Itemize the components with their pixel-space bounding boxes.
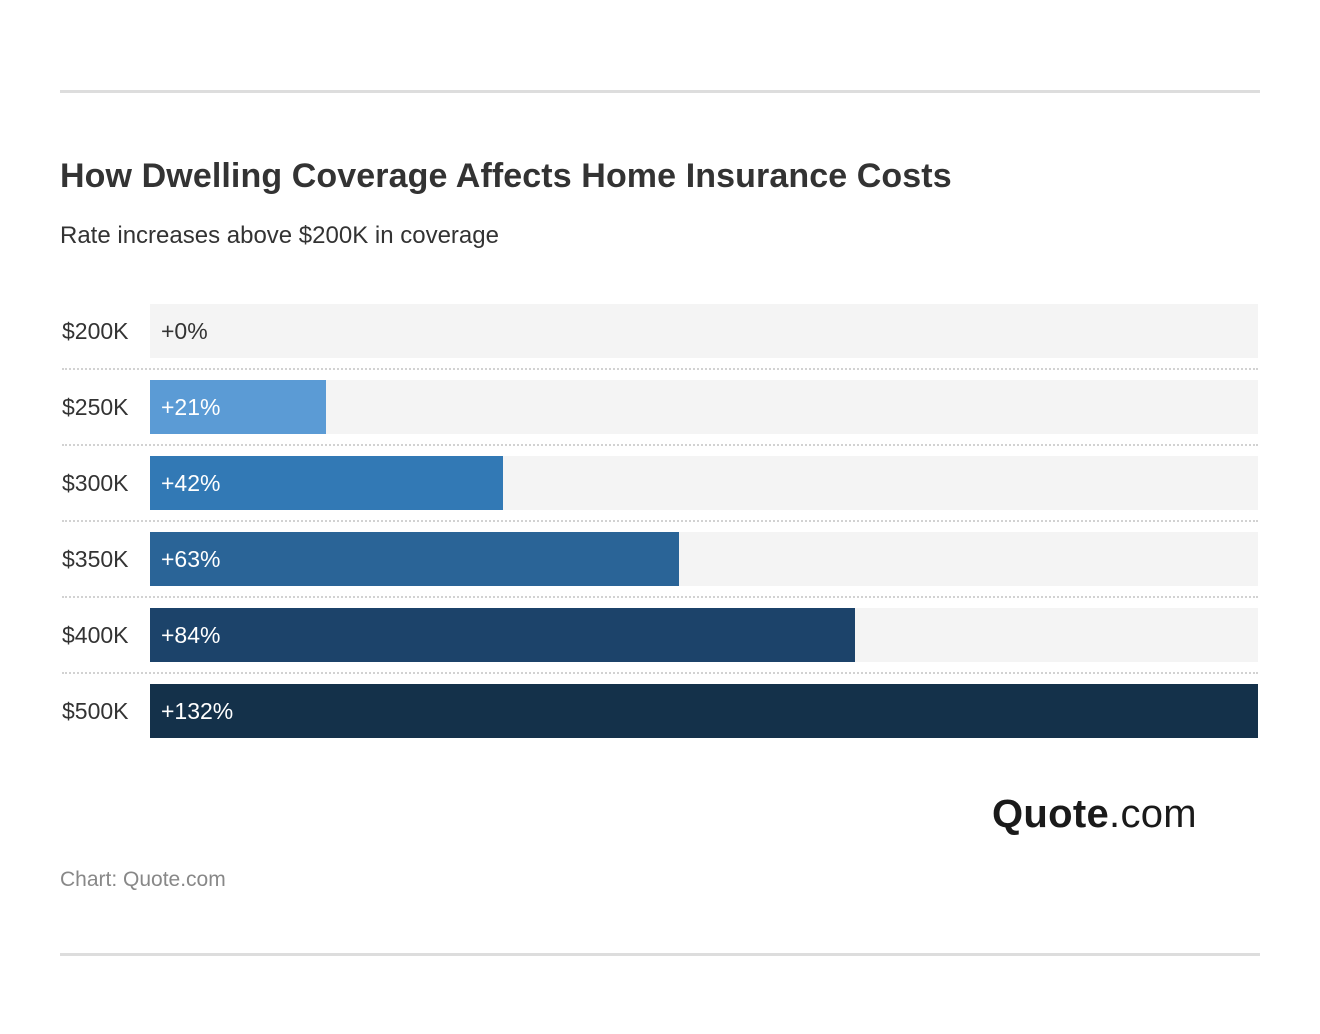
bar xyxy=(150,532,679,586)
bar-chart: $200K +0% $250K +21% $300K +42% $350K +63% $400K… xyxy=(60,304,1258,738)
bar-row: $250K +21% xyxy=(60,380,1258,434)
chart-subtitle: Rate increases above $200K in coverage xyxy=(60,222,499,249)
bar-track: +63% xyxy=(150,532,1258,586)
bar xyxy=(150,380,326,434)
logo-text-light: .com xyxy=(1109,792,1197,836)
bar-value-label: +63% xyxy=(161,546,221,572)
row-separator xyxy=(62,596,1258,598)
category-label: $500K xyxy=(62,698,129,724)
category-label: $200K xyxy=(62,318,129,344)
quote-logo: Quote.com xyxy=(992,792,1197,837)
bar xyxy=(150,456,503,510)
category-label: $400K xyxy=(62,622,129,648)
bar-value-label: +132% xyxy=(161,698,234,724)
bar-value-label: +21% xyxy=(161,394,221,420)
chart-source: Chart: Quote.com xyxy=(60,868,226,891)
category-label: $250K xyxy=(62,394,129,420)
bottom-divider xyxy=(60,953,1260,956)
bar-row: $350K +63% xyxy=(60,532,1258,586)
row-separator xyxy=(62,368,1258,370)
row-separator xyxy=(62,520,1258,522)
bar-track: +21% xyxy=(150,380,1258,434)
bar-track: +84% xyxy=(150,608,1258,662)
bar-row: $200K +0% xyxy=(60,304,1258,358)
bar-value-label: +84% xyxy=(161,622,221,648)
category-label: $300K xyxy=(62,470,129,496)
row-separator xyxy=(62,444,1258,446)
bar-row: $300K +42% xyxy=(60,456,1258,510)
category-label: $350K xyxy=(62,546,129,572)
top-divider xyxy=(60,90,1260,93)
bar-row: $400K +84% xyxy=(60,608,1258,662)
bar-value-label: +0% xyxy=(161,318,208,344)
bar-value-label: +42% xyxy=(161,470,221,496)
row-separator xyxy=(62,672,1258,674)
bar-track: +42% xyxy=(150,456,1258,510)
bar xyxy=(150,684,1258,738)
logo-text-strong: Quote xyxy=(992,792,1110,836)
bar-track: +132% xyxy=(150,684,1258,738)
bar xyxy=(150,608,855,662)
bar-row: $500K +132% xyxy=(60,684,1258,738)
chart-title: How Dwelling Coverage Affects Home Insur… xyxy=(60,157,952,195)
bar-track: +0% xyxy=(150,304,1258,358)
